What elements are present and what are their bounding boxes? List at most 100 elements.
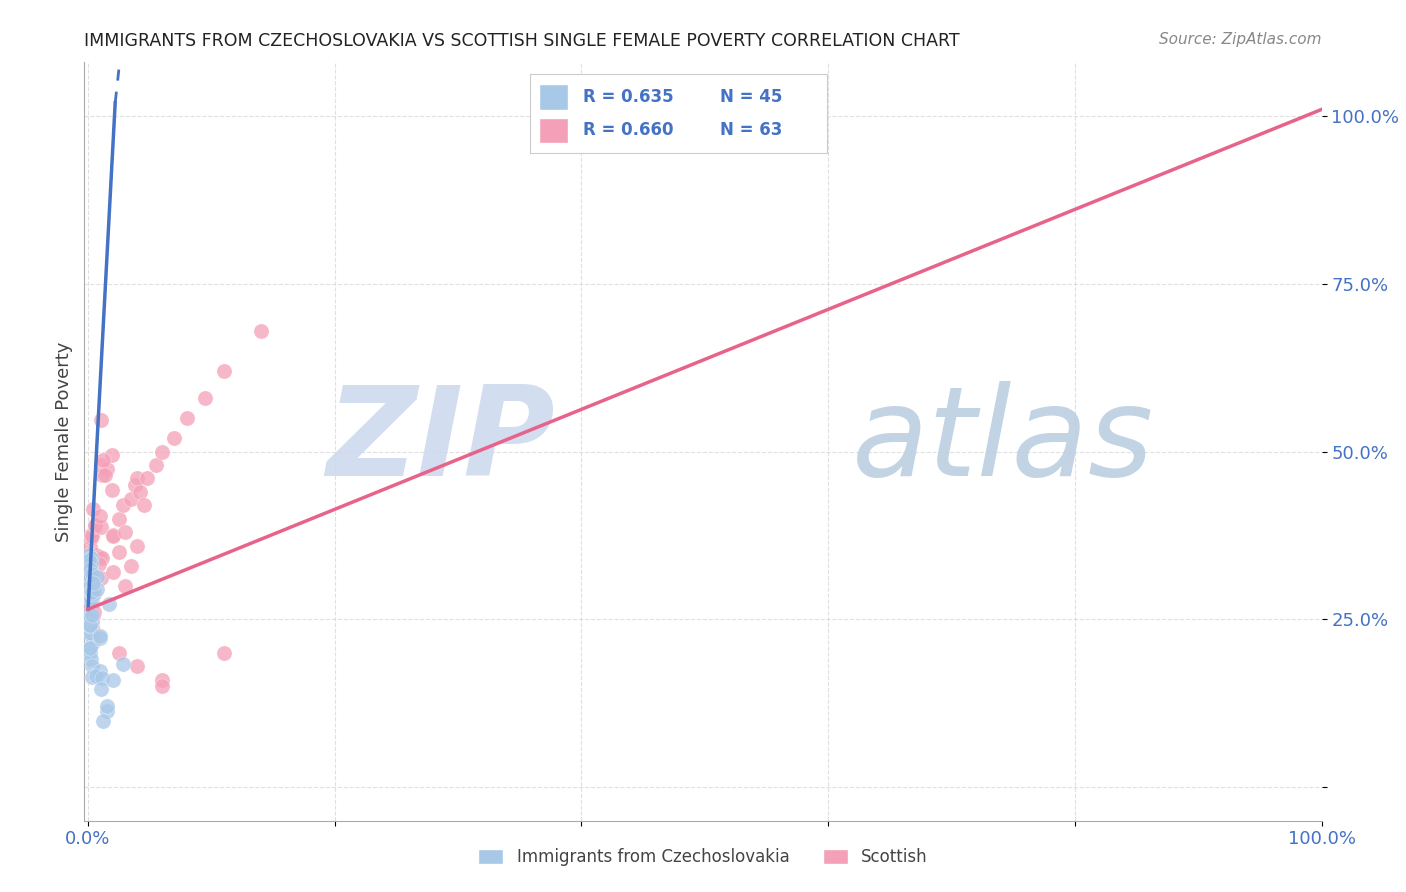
Point	[80, 529, 103, 543]
Point	[82, 669, 104, 683]
Point	[101, 483, 124, 497]
Point	[80, 584, 103, 599]
Point	[96, 698, 118, 713]
Legend: Immigrants from Czechoslovakia, Scottish: Immigrants from Czechoslovakia, Scottish	[471, 842, 935, 873]
Point	[77, 553, 100, 567]
Point	[127, 471, 149, 485]
Point	[80, 619, 103, 633]
Point	[82, 584, 104, 599]
Point	[79, 540, 101, 554]
Point	[82, 502, 104, 516]
Point	[86, 548, 108, 562]
Point	[93, 714, 115, 728]
Point	[111, 657, 134, 672]
Point	[90, 571, 112, 585]
Point	[94, 467, 117, 482]
Point	[79, 598, 101, 612]
Point	[80, 596, 103, 610]
Point	[127, 539, 149, 553]
Text: ZIP: ZIP	[326, 381, 554, 502]
Point	[90, 467, 112, 482]
Point	[79, 579, 101, 593]
Text: atlas: atlas	[852, 381, 1153, 502]
Point	[77, 613, 100, 627]
Point	[82, 608, 104, 623]
Point	[84, 668, 107, 682]
Point	[127, 659, 149, 673]
Point	[79, 562, 101, 576]
Point	[77, 567, 100, 582]
Point	[79, 610, 101, 624]
Point	[114, 525, 136, 540]
Point	[212, 646, 235, 660]
Point	[101, 448, 124, 462]
Point	[136, 471, 159, 485]
Point	[80, 615, 103, 629]
Point	[77, 627, 100, 641]
Point	[82, 593, 104, 607]
Point	[93, 453, 115, 467]
Point	[90, 682, 112, 697]
Point	[82, 577, 104, 591]
Point	[89, 629, 111, 643]
Point	[83, 587, 105, 601]
Point	[108, 512, 131, 526]
Point	[91, 671, 114, 685]
Point	[79, 641, 101, 656]
Point	[77, 607, 100, 621]
Point	[96, 705, 118, 719]
Point	[89, 632, 111, 646]
Point	[77, 549, 100, 563]
Point	[90, 458, 112, 472]
Point	[194, 391, 217, 405]
Point	[80, 626, 103, 640]
Point	[145, 458, 167, 472]
Point	[83, 584, 105, 599]
Point	[80, 652, 103, 666]
Point	[101, 673, 124, 687]
Point	[82, 587, 104, 601]
Point	[114, 579, 136, 593]
Point	[80, 658, 103, 673]
Point	[79, 617, 101, 632]
Point	[79, 556, 101, 570]
Point	[90, 413, 112, 427]
Point	[89, 664, 111, 678]
Point	[176, 411, 198, 425]
Point	[108, 646, 131, 660]
Point	[89, 508, 111, 523]
Point	[80, 588, 103, 602]
Text: Source: ZipAtlas.com: Source: ZipAtlas.com	[1159, 32, 1322, 47]
Point	[86, 570, 108, 584]
Point	[96, 461, 118, 475]
Point	[90, 520, 112, 534]
Point	[79, 618, 101, 632]
Point	[124, 478, 146, 492]
Point	[79, 640, 101, 655]
Point	[80, 593, 103, 607]
Point	[79, 646, 101, 660]
Point	[79, 557, 101, 571]
Point	[79, 576, 101, 591]
Y-axis label: Single Female Poverty: Single Female Poverty	[55, 342, 73, 541]
Point	[84, 518, 107, 533]
Point	[249, 324, 271, 338]
Point	[80, 566, 103, 581]
Point	[87, 557, 110, 571]
Point	[91, 551, 114, 566]
Point	[83, 606, 105, 620]
Point	[111, 498, 134, 512]
Point	[83, 518, 105, 533]
Point	[103, 528, 125, 542]
Point	[132, 498, 155, 512]
Point	[98, 597, 121, 611]
Point	[82, 608, 104, 623]
Point	[150, 680, 173, 694]
Point	[80, 531, 103, 545]
Point	[212, 364, 235, 378]
Point	[150, 673, 173, 687]
Point	[150, 444, 173, 458]
Point	[82, 632, 104, 646]
Point	[128, 484, 150, 499]
Point	[108, 545, 131, 559]
